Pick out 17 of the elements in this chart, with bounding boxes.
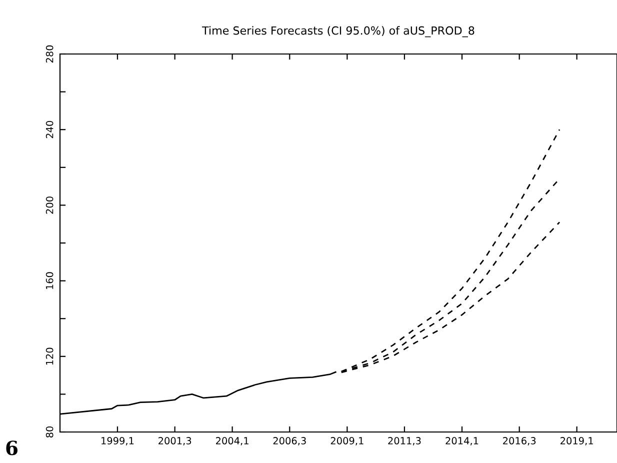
x-tick-label: 2016,3 (503, 437, 536, 446)
x-tick-label: 2011,3 (388, 437, 421, 446)
x-tick-label: 1999,1 (102, 437, 134, 446)
x-tick-label: 2006,3 (273, 437, 306, 446)
y-tick-label: 80 (46, 426, 54, 438)
y-tick-label: 240 (46, 120, 54, 138)
x-tick-label: 2009,1 (330, 437, 364, 446)
y-tick-label: 280 (46, 45, 54, 63)
x-tick-label: 2019,1 (560, 437, 593, 446)
x-tick-label: 2004,1 (216, 437, 248, 446)
y-tick-label: 200 (46, 196, 54, 214)
text: 6 (6, 440, 18, 456)
chart-title: Time Series Forecasts (CI 95.0%) of aUS_PROD_8 (202, 26, 474, 38)
y-tick-label: 120 (46, 348, 54, 365)
x-tick-label: 2001,3 (158, 437, 192, 446)
y-tick-label: 160 (46, 272, 54, 290)
x-tick-label: 2014,1 (446, 437, 478, 446)
